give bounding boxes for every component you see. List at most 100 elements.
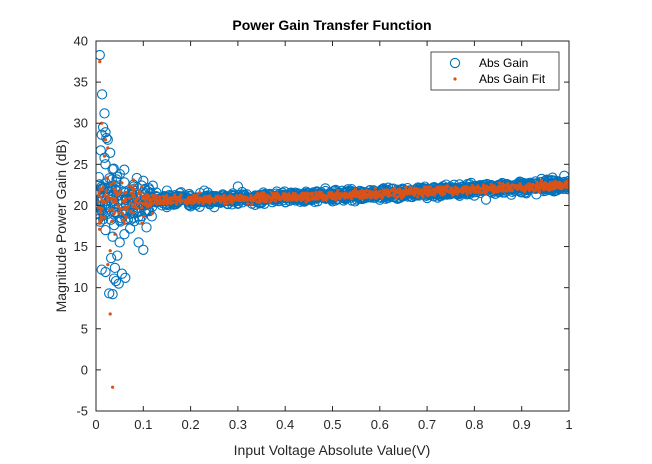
abs-gain-fit-point (158, 195, 162, 199)
abs-gain-fit-point (493, 187, 497, 191)
abs-gain-fit-point (99, 195, 103, 199)
abs-gain-fit-point (399, 192, 403, 196)
abs-gain-fit-point (438, 185, 442, 189)
abs-gain-fit-point (404, 185, 408, 189)
abs-gain-fit-point (106, 194, 110, 198)
abs-gain-fit-point (338, 192, 342, 196)
x-tick-label: 0.9 (513, 417, 531, 432)
x-tick-label: 1 (565, 417, 572, 432)
plot-area (96, 41, 569, 411)
abs-gain-point (105, 147, 116, 158)
abs-gain-fit-point (100, 207, 104, 211)
abs-gain-fit-point (163, 198, 167, 202)
abs-gain-fit-point (167, 197, 171, 201)
abs-gain-fit-point (527, 185, 531, 189)
legend-marker-abs-gain (449, 57, 461, 69)
abs-gain-fit-point (426, 185, 430, 189)
abs-gain-fit-point (132, 183, 137, 187)
legend-label-abs-gain: Abs Gain (479, 56, 528, 70)
x-tick-label: 0.7 (418, 417, 436, 432)
abs-gain-fit-point (103, 138, 108, 142)
abs-gain-fit-point (97, 193, 101, 197)
abs-gain-point (112, 171, 123, 182)
abs-gain-fit-point (97, 200, 101, 204)
abs-gain-fit-point (291, 196, 295, 201)
abs-gain-point (110, 275, 122, 287)
abs-gain-fit-point (142, 214, 146, 218)
abs-gain-fit-point (396, 190, 400, 194)
abs-gain-fit-point (534, 187, 539, 191)
abs-gain-fit-point (468, 189, 472, 193)
y-tick-label: 5 (81, 321, 88, 336)
abs-gain-fit-point (520, 188, 524, 192)
abs-gain-fit-point (264, 200, 268, 204)
abs-gain-fit-point (343, 196, 347, 200)
abs-gain-fit-point (363, 190, 367, 194)
abs-gain-fit-point (433, 189, 437, 193)
abs-gain-fit-point (428, 190, 432, 194)
abs-gain-fit-point (212, 199, 216, 203)
abs-gain-point (100, 127, 111, 138)
abs-gain-fit-point (508, 189, 512, 193)
abs-gain-fit-point (424, 189, 428, 193)
abs-gain-fit-point (395, 195, 400, 199)
abs-gain-fit-point (97, 190, 101, 194)
abs-gain-fit-point (238, 198, 242, 203)
abs-gain-fit-point (98, 206, 102, 210)
abs-gain-fit-point (121, 199, 125, 203)
legend-marker-abs-gain-fit (453, 77, 457, 81)
abs-gain-fit-point (328, 195, 332, 199)
abs-gain-fit-point (106, 146, 110, 150)
abs-gain-fit-point (129, 184, 133, 188)
abs-gain-point (109, 262, 121, 274)
abs-gain-fit-point (251, 199, 256, 203)
abs-gain-fit-point (452, 188, 456, 192)
abs-gain-fit-point (484, 191, 488, 195)
abs-gain-fit-point (107, 208, 111, 212)
abs-gain-fit-point (336, 188, 340, 193)
abs-gain-fit-point (109, 197, 113, 201)
abs-gain-fit-point (133, 205, 137, 209)
abs-gain-point (120, 272, 131, 283)
abs-gain-fit-point (135, 197, 139, 201)
abs-gain-point (136, 211, 148, 222)
abs-gain-fit-point (322, 194, 326, 198)
abs-gain-fit-point (111, 200, 116, 204)
abs-gain-fit-point (378, 189, 382, 193)
abs-gain-fit-point (165, 201, 170, 205)
abs-gain-fit-point (501, 182, 505, 186)
abs-gain-fit-point (150, 211, 154, 215)
abs-gain-fit-point (500, 184, 504, 188)
abs-gain-fit-point (140, 221, 144, 225)
abs-gain-fit-point (253, 195, 257, 199)
abs-gain-fit-point (396, 188, 400, 192)
abs-gain-fit-point (358, 196, 362, 200)
x-tick-label: 0.1 (134, 417, 152, 432)
abs-gain-point (107, 231, 118, 242)
abs-gain-fit-point (506, 186, 510, 191)
abs-gain-fit-point (330, 195, 335, 199)
abs-gain-fit-point (281, 194, 285, 198)
y-tick-label: 20 (74, 198, 88, 213)
abs-gain-fit-point (354, 194, 358, 198)
abs-gain-fit-point (99, 211, 103, 215)
abs-gain-fit-point (108, 312, 112, 316)
abs-gain-fit-point (535, 182, 539, 186)
abs-gain-fit-point (268, 200, 272, 204)
abs-gain-fit-point (154, 199, 158, 203)
legend-box (430, 51, 560, 91)
abs-gain-fit-point (125, 205, 129, 210)
abs-gain-fit-point (497, 185, 501, 189)
abs-gain-fit-point (407, 188, 411, 192)
abs-gain-fit-point (214, 198, 218, 202)
abs-gain-fit-point (304, 200, 308, 204)
abs-gain-fit-point (306, 193, 310, 197)
abs-gain-fit-point (189, 198, 193, 203)
abs-gain-fit-point (199, 198, 203, 202)
abs-gain-fit-point (98, 227, 102, 231)
abs-gain-fit-point (112, 187, 116, 191)
abs-gain-fit-point (273, 199, 277, 203)
abs-gain-fit-point (552, 185, 556, 189)
abs-gain-fit-point (451, 193, 455, 197)
